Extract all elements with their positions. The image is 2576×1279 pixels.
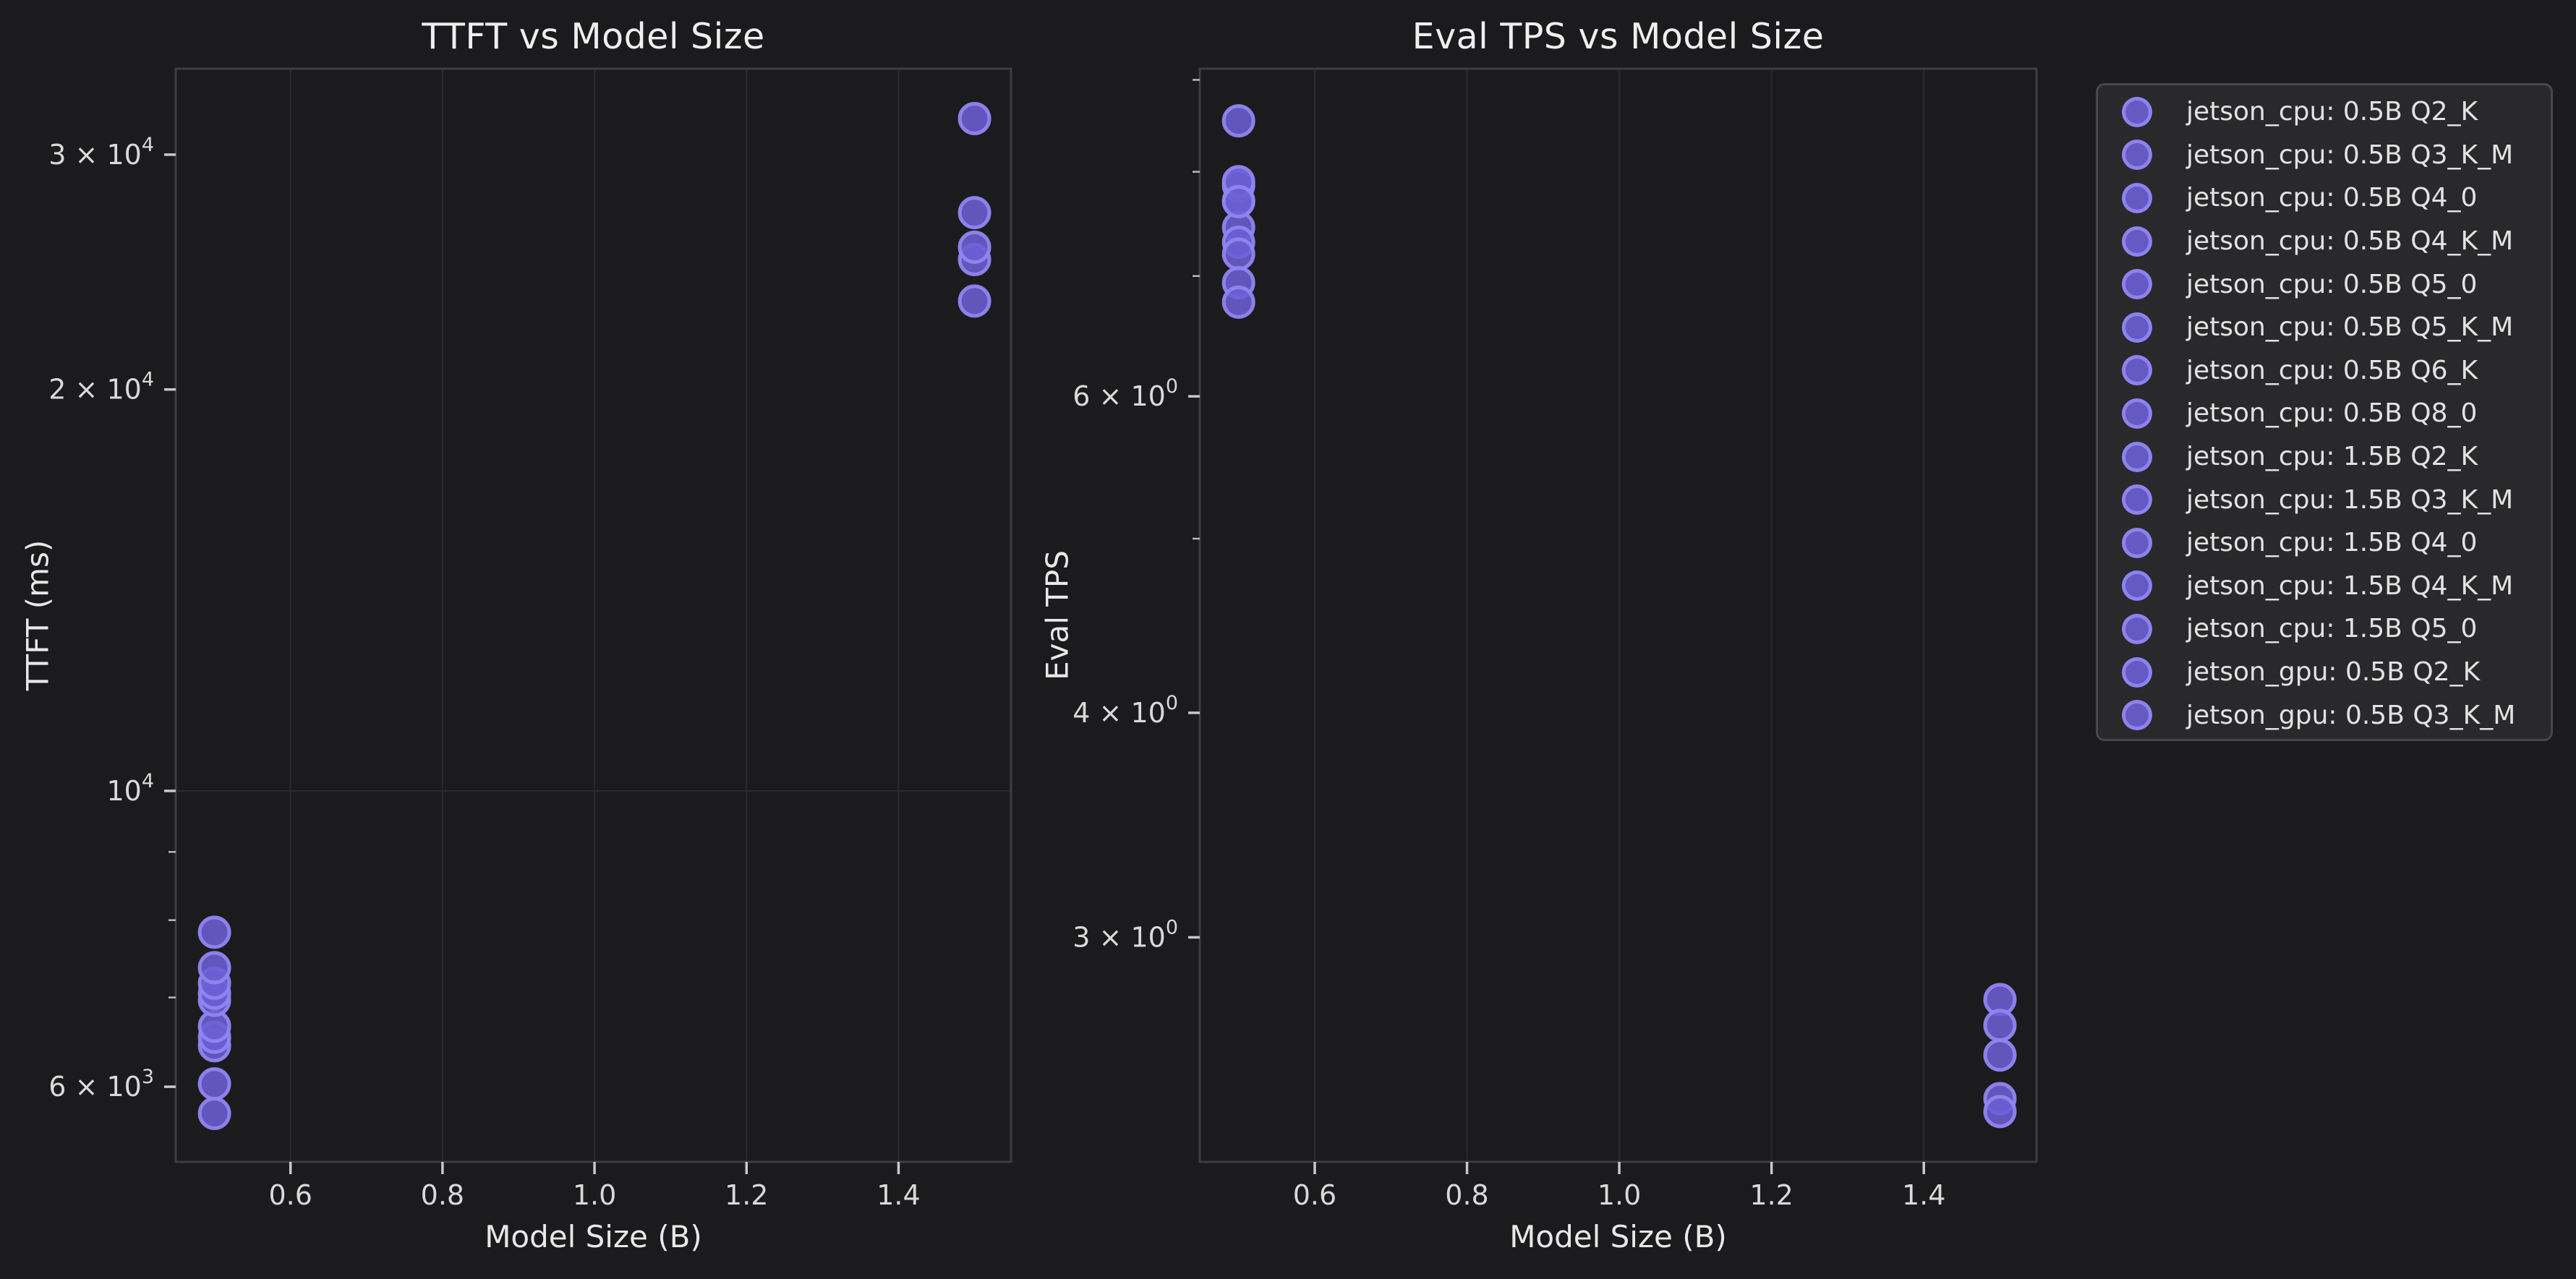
data-point bbox=[197, 951, 231, 985]
legend-item: jetson_cpu: 0.5B Q4_0 bbox=[2122, 176, 2551, 220]
data-point bbox=[1221, 184, 1255, 218]
data-point bbox=[1983, 1038, 2017, 1072]
x-tick-label: 1.2 bbox=[1749, 1179, 1793, 1211]
x-tick-label: 1.2 bbox=[725, 1179, 768, 1211]
legend-marker-icon bbox=[2122, 527, 2152, 558]
legend-marker-icon bbox=[2122, 226, 2152, 257]
y-tick-label: 6 × 100 bbox=[1072, 375, 1178, 413]
legend-item: jetson_cpu: 1.5B Q3_K_M bbox=[2122, 478, 2551, 521]
legend-item: jetson_cpu: 0.5B Q6_K bbox=[2122, 349, 2551, 393]
data-point bbox=[1983, 1009, 2017, 1043]
data-point bbox=[1221, 285, 1255, 319]
legend-item-label: jetson_cpu: 1.5B Q3_K_M bbox=[2186, 484, 2514, 515]
ttft-chart-title: TTFT vs Model Size bbox=[422, 16, 765, 57]
legend-item: jetson_cpu: 0.5B Q5_0 bbox=[2122, 262, 2551, 306]
legend-marker-icon bbox=[2122, 484, 2152, 516]
legend-marker-icon bbox=[2122, 96, 2152, 127]
data-point bbox=[197, 915, 231, 949]
legend-item: jetson_cpu: 1.5B Q2_K bbox=[2122, 435, 2551, 479]
x-tick-label: 1.0 bbox=[1598, 1179, 1641, 1211]
ttft-y-axis-label: TTFT (ms) bbox=[20, 539, 56, 691]
data-point bbox=[1983, 1095, 2017, 1129]
data-point bbox=[958, 230, 991, 264]
legend-marker-icon bbox=[2122, 312, 2152, 343]
legend-item-label: jetson_gpu: 0.5B Q3_K_M bbox=[2186, 700, 2516, 730]
y-tick-label: 3 × 104 bbox=[48, 133, 154, 171]
legend-marker-icon bbox=[2122, 182, 2152, 213]
legend-item-label: jetson_cpu: 1.5B Q4_K_M bbox=[2186, 570, 2514, 601]
y-tick-label: 3 × 100 bbox=[1072, 916, 1178, 954]
data-point bbox=[958, 196, 991, 230]
y-tick-label: 104 bbox=[106, 769, 154, 807]
legend-item: jetson_gpu: 0.5B Q3_K_M bbox=[2122, 693, 2551, 737]
plot-spine bbox=[174, 67, 1012, 1163]
data-point bbox=[1221, 104, 1255, 138]
legend-item-label: jetson_gpu: 0.5B Q2_K bbox=[2186, 657, 2481, 688]
legend-marker-icon bbox=[2122, 269, 2152, 300]
legend-item-label: jetson_cpu: 0.5B Q6_K bbox=[2186, 355, 2478, 385]
x-tick-label: 1.0 bbox=[573, 1179, 616, 1211]
eval-tps-chart-title: Eval TPS vs Model Size bbox=[1412, 16, 1825, 57]
legend-marker-icon bbox=[2122, 355, 2152, 386]
eval-tps-x-axis-label: Model Size (B) bbox=[1509, 1219, 1727, 1254]
legend-item: jetson_cpu: 0.5B Q2_K bbox=[2122, 90, 2551, 134]
x-tick-label: 0.6 bbox=[1293, 1179, 1336, 1211]
y-tick-label: 2 × 104 bbox=[48, 368, 154, 406]
legend-marker-icon bbox=[2122, 613, 2152, 644]
legend-item: jetson_cpu: 0.5B Q3_K_M bbox=[2122, 134, 2551, 177]
x-tick-label: 0.8 bbox=[421, 1179, 464, 1211]
legend: jetson_cpu: 0.5B Q2_K jetson_cpu: 0.5B Q3… bbox=[2096, 83, 2553, 741]
data-point bbox=[958, 284, 991, 318]
legend-item-label: jetson_cpu: 0.5B Q5_K_M bbox=[2186, 312, 2514, 343]
legend-item-label: jetson_cpu: 0.5B Q8_0 bbox=[2186, 398, 2478, 429]
legend-marker-icon bbox=[2122, 656, 2152, 688]
legend-item-label: jetson_cpu: 0.5B Q4_0 bbox=[2186, 183, 2478, 213]
plot-spine bbox=[1198, 67, 2038, 1163]
data-point bbox=[197, 1067, 231, 1101]
eval-tps-y-axis-label: Eval TPS bbox=[1039, 550, 1075, 680]
legend-item-label: jetson_cpu: 0.5B Q2_K bbox=[2186, 97, 2478, 127]
legend-item-label: jetson_cpu: 1.5B Q5_0 bbox=[2186, 614, 2478, 644]
x-tick-label: 0.6 bbox=[268, 1179, 312, 1211]
legend-item: jetson_cpu: 0.5B Q5_K_M bbox=[2122, 306, 2551, 349]
legend-item: jetson_cpu: 1.5B Q4_0 bbox=[2122, 521, 2551, 565]
data-point bbox=[958, 101, 991, 135]
legend-item-label: jetson_cpu: 1.5B Q4_0 bbox=[2186, 528, 2478, 558]
legend-item: jetson_cpu: 0.5B Q4_K_M bbox=[2122, 220, 2551, 263]
legend-marker-icon bbox=[2122, 700, 2152, 731]
x-tick-label: 0.8 bbox=[1445, 1179, 1488, 1211]
y-tick-label: 6 × 103 bbox=[48, 1066, 154, 1103]
x-tick-label: 1.4 bbox=[1902, 1179, 1945, 1211]
ttft-x-axis-label: Model Size (B) bbox=[485, 1219, 702, 1254]
legend-marker-icon bbox=[2122, 140, 2152, 171]
x-tick-label: 1.4 bbox=[877, 1179, 920, 1211]
legend-item: jetson_cpu: 1.5B Q5_0 bbox=[2122, 607, 2551, 651]
legend-item-label: jetson_cpu: 1.5B Q2_K bbox=[2186, 442, 2478, 472]
legend-marker-icon bbox=[2122, 398, 2152, 429]
legend-item-label: jetson_cpu: 0.5B Q5_0 bbox=[2186, 269, 2478, 299]
legend-marker-icon bbox=[2122, 441, 2152, 472]
y-tick-label: 4 × 100 bbox=[1072, 691, 1178, 729]
legend-item: jetson_gpu: 0.5B Q2_K bbox=[2122, 651, 2551, 694]
data-point bbox=[197, 1096, 231, 1130]
data-point bbox=[1221, 237, 1255, 271]
legend-item: jetson_cpu: 1.5B Q4_K_M bbox=[2122, 565, 2551, 608]
legend-marker-icon bbox=[2122, 570, 2152, 602]
legend-item-label: jetson_cpu: 0.5B Q3_K_M bbox=[2186, 140, 2514, 170]
legend-item: jetson_cpu: 0.5B Q8_0 bbox=[2122, 392, 2551, 435]
legend-item-label: jetson_cpu: 0.5B Q4_K_M bbox=[2186, 226, 2514, 257]
